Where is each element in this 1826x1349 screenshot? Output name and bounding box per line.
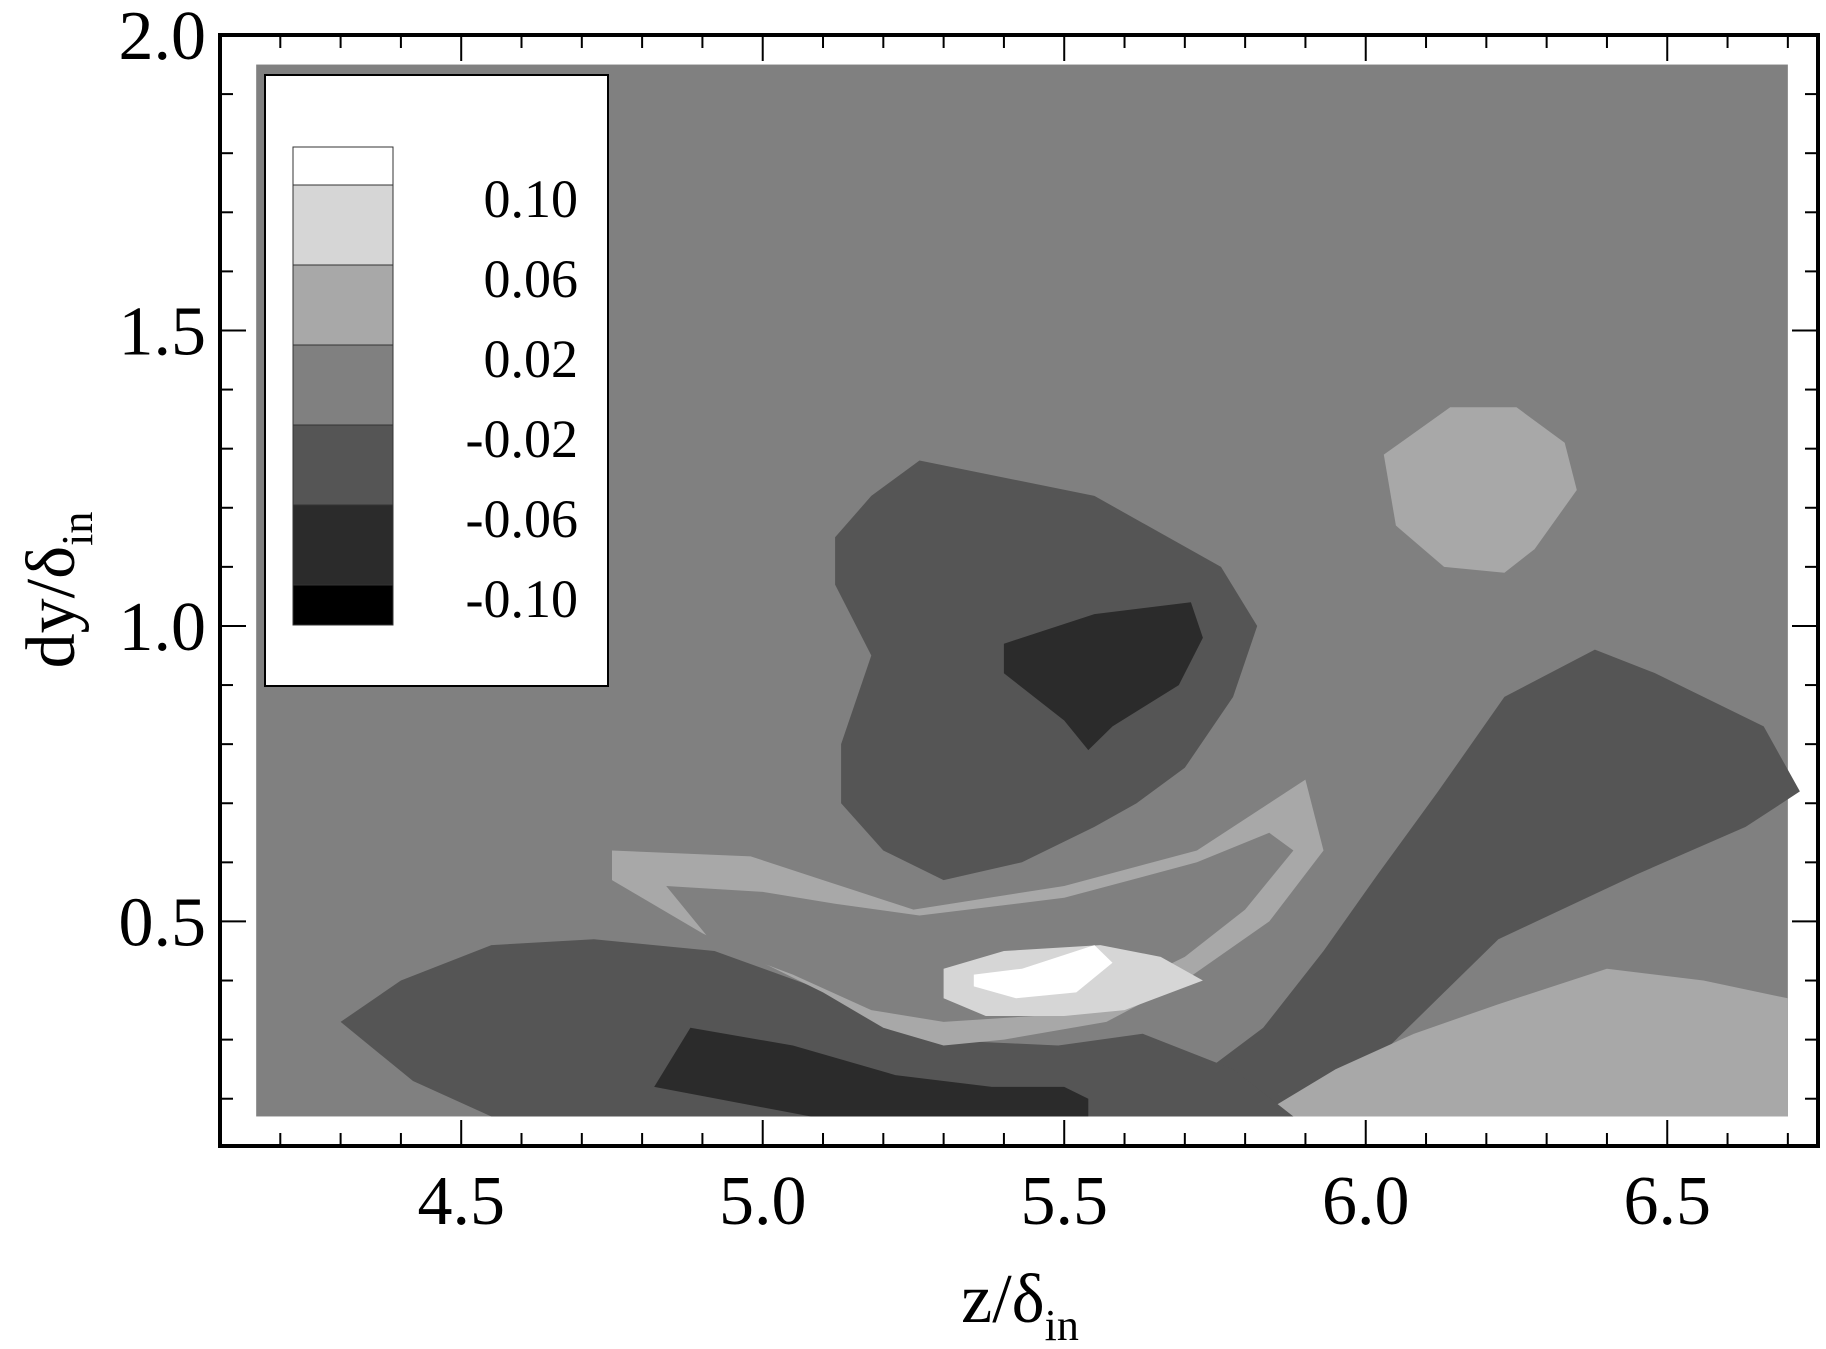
contour-region-upper-left-core (1003, 602, 1203, 751)
legend: 0.10 0.06 0.02 -0.02 -0.06 -0.10 (264, 74, 609, 687)
contour-region-center-peak (973, 945, 1113, 999)
x-tick-label: 4.5 (417, 1163, 505, 1240)
contour-region-lower-left-core (654, 1027, 1089, 1117)
legend-level-label: -0.06 (466, 489, 578, 549)
legend-level-label: -0.10 (466, 569, 578, 629)
y-tick-label: 2.0 (119, 0, 207, 75)
legend-swatch (292, 584, 394, 626)
legend-labels: 0.10 0.06 0.02 -0.02 -0.06 -0.10 (466, 169, 578, 629)
x-tick-label: 5.5 (1020, 1163, 1108, 1240)
contour-regions (256, 64, 1800, 1117)
x-tick-label: 6.5 (1623, 1163, 1711, 1240)
legend-level-label: 0.10 (484, 169, 579, 229)
legend-level-label: 0.02 (484, 329, 579, 389)
contour-region-lower-right-positive (1257, 968, 1788, 1117)
y-tick-label: 0.5 (119, 884, 207, 961)
y-axis-title: dy/δin (13, 512, 102, 669)
legend-level-label: -0.02 (466, 409, 578, 469)
legend-swatches (292, 146, 394, 626)
contour-region-lower-left-negative (340, 939, 1294, 1117)
legend-swatch (292, 344, 394, 426)
legend-swatch (292, 424, 394, 506)
legend-swatch (292, 146, 394, 186)
x-axis-title: z/δin (961, 1261, 1079, 1349)
legend-swatch (292, 264, 394, 346)
plot-frame (218, 33, 1820, 1148)
legend-swatch (292, 504, 394, 586)
axis-ticks (220, 35, 1818, 1146)
legend-level-label: 0.06 (484, 249, 579, 309)
contour-region-right-negative (1124, 649, 1800, 1117)
contour-region-upper-right-positive (1383, 407, 1577, 573)
x-tick-label: 6.0 (1322, 1163, 1410, 1240)
legend-swatch (292, 184, 394, 266)
y-tick-label: 1.5 (119, 293, 207, 370)
y-tick-label: 1.0 (119, 589, 207, 666)
x-tick-label: 5.0 (719, 1163, 807, 1240)
tick-labels: 4.5 5.0 5.5 6.0 6.5 0.5 1.0 1.5 2.0 (119, 0, 1711, 1240)
